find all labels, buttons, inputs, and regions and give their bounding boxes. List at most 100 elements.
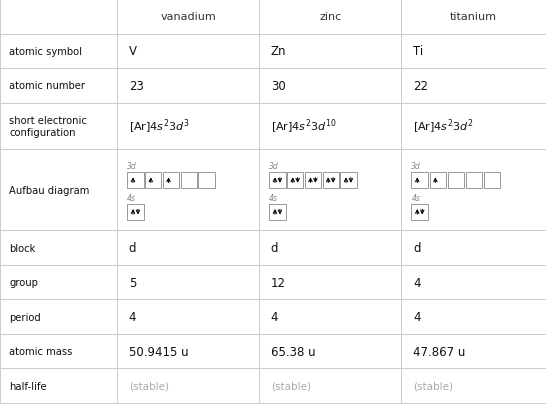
- Text: 4: 4: [413, 276, 420, 289]
- Bar: [269, 173, 286, 189]
- Text: 4s: 4s: [269, 193, 278, 202]
- Bar: [412, 173, 428, 189]
- Bar: [259, 334, 401, 369]
- Text: [Ar]4$s^2$3$d^2$: [Ar]4$s^2$3$d^2$: [413, 117, 473, 136]
- Bar: [117, 69, 259, 103]
- Text: period: period: [9, 312, 41, 322]
- Bar: [401, 150, 546, 231]
- Bar: [117, 334, 259, 369]
- Text: 3d: 3d: [269, 162, 279, 171]
- Bar: [305, 173, 321, 189]
- Bar: [117, 103, 259, 150]
- Text: (stable): (stable): [129, 381, 169, 391]
- Bar: [181, 173, 197, 189]
- Bar: [287, 173, 304, 189]
- Bar: [117, 265, 259, 300]
- Bar: [401, 265, 546, 300]
- Text: 23: 23: [129, 79, 144, 93]
- Bar: [0, 300, 117, 334]
- Text: 47.867 u: 47.867 u: [413, 345, 465, 358]
- Text: 4s: 4s: [127, 193, 136, 202]
- Bar: [0, 369, 117, 403]
- Bar: [412, 204, 428, 220]
- Bar: [259, 300, 401, 334]
- Text: Ti: Ti: [413, 45, 423, 58]
- Bar: [0, 231, 117, 265]
- Bar: [259, 369, 401, 403]
- Bar: [0, 265, 117, 300]
- Text: group: group: [9, 277, 38, 288]
- Bar: [259, 69, 401, 103]
- Bar: [117, 231, 259, 265]
- Bar: [259, 34, 401, 69]
- Text: vanadium: vanadium: [161, 12, 216, 22]
- Bar: [401, 369, 546, 403]
- Bar: [430, 173, 446, 189]
- Text: [Ar]4$s^2$3$d^{10}$: [Ar]4$s^2$3$d^{10}$: [271, 117, 336, 136]
- Bar: [401, 34, 546, 69]
- Text: block: block: [9, 243, 36, 253]
- Bar: [401, 334, 546, 369]
- Bar: [127, 204, 144, 220]
- Text: zinc: zinc: [319, 12, 341, 22]
- Bar: [448, 173, 464, 189]
- Text: atomic number: atomic number: [9, 81, 85, 91]
- Text: short electronic
configuration: short electronic configuration: [9, 116, 87, 137]
- Bar: [259, 103, 401, 150]
- Text: Zn: Zn: [271, 45, 286, 58]
- Text: atomic symbol: atomic symbol: [9, 47, 82, 57]
- Text: 22: 22: [413, 79, 428, 93]
- Bar: [0, 0, 117, 34]
- Bar: [0, 150, 117, 231]
- Bar: [198, 173, 215, 189]
- Bar: [269, 204, 286, 220]
- Bar: [117, 34, 259, 69]
- Text: d: d: [271, 241, 278, 255]
- Text: 4: 4: [271, 310, 278, 324]
- Text: 3d: 3d: [412, 162, 421, 171]
- Bar: [401, 300, 546, 334]
- Bar: [163, 173, 179, 189]
- Bar: [0, 103, 117, 150]
- Text: d: d: [413, 241, 420, 255]
- Bar: [0, 34, 117, 69]
- Text: 4s: 4s: [412, 193, 420, 202]
- Text: 30: 30: [271, 79, 286, 93]
- Text: 12: 12: [271, 276, 286, 289]
- Bar: [0, 69, 117, 103]
- Bar: [259, 265, 401, 300]
- Bar: [323, 173, 339, 189]
- Bar: [0, 334, 117, 369]
- Text: 4: 4: [413, 310, 420, 324]
- Text: [Ar]4$s^2$3$d^3$: [Ar]4$s^2$3$d^3$: [129, 117, 189, 136]
- Bar: [117, 300, 259, 334]
- Text: 5: 5: [129, 276, 136, 289]
- Bar: [466, 173, 482, 189]
- Bar: [484, 173, 501, 189]
- Text: atomic mass: atomic mass: [9, 346, 73, 356]
- Bar: [401, 69, 546, 103]
- Text: 50.9415 u: 50.9415 u: [129, 345, 188, 358]
- Text: titanium: titanium: [450, 12, 497, 22]
- Bar: [340, 173, 357, 189]
- Text: (stable): (stable): [413, 381, 453, 391]
- Bar: [117, 150, 259, 231]
- Text: 65.38 u: 65.38 u: [271, 345, 316, 358]
- Text: 3d: 3d: [127, 162, 137, 171]
- Text: d: d: [129, 241, 136, 255]
- Bar: [127, 173, 144, 189]
- Text: 4: 4: [129, 310, 136, 324]
- Bar: [145, 173, 162, 189]
- Text: half-life: half-life: [9, 381, 47, 391]
- Bar: [117, 369, 259, 403]
- Bar: [259, 150, 401, 231]
- Text: Aufbau diagram: Aufbau diagram: [9, 185, 90, 195]
- Text: (stable): (stable): [271, 381, 311, 391]
- Bar: [259, 0, 401, 34]
- Bar: [117, 0, 259, 34]
- Bar: [401, 231, 546, 265]
- Bar: [401, 0, 546, 34]
- Text: V: V: [129, 45, 136, 58]
- Bar: [401, 103, 546, 150]
- Bar: [259, 231, 401, 265]
